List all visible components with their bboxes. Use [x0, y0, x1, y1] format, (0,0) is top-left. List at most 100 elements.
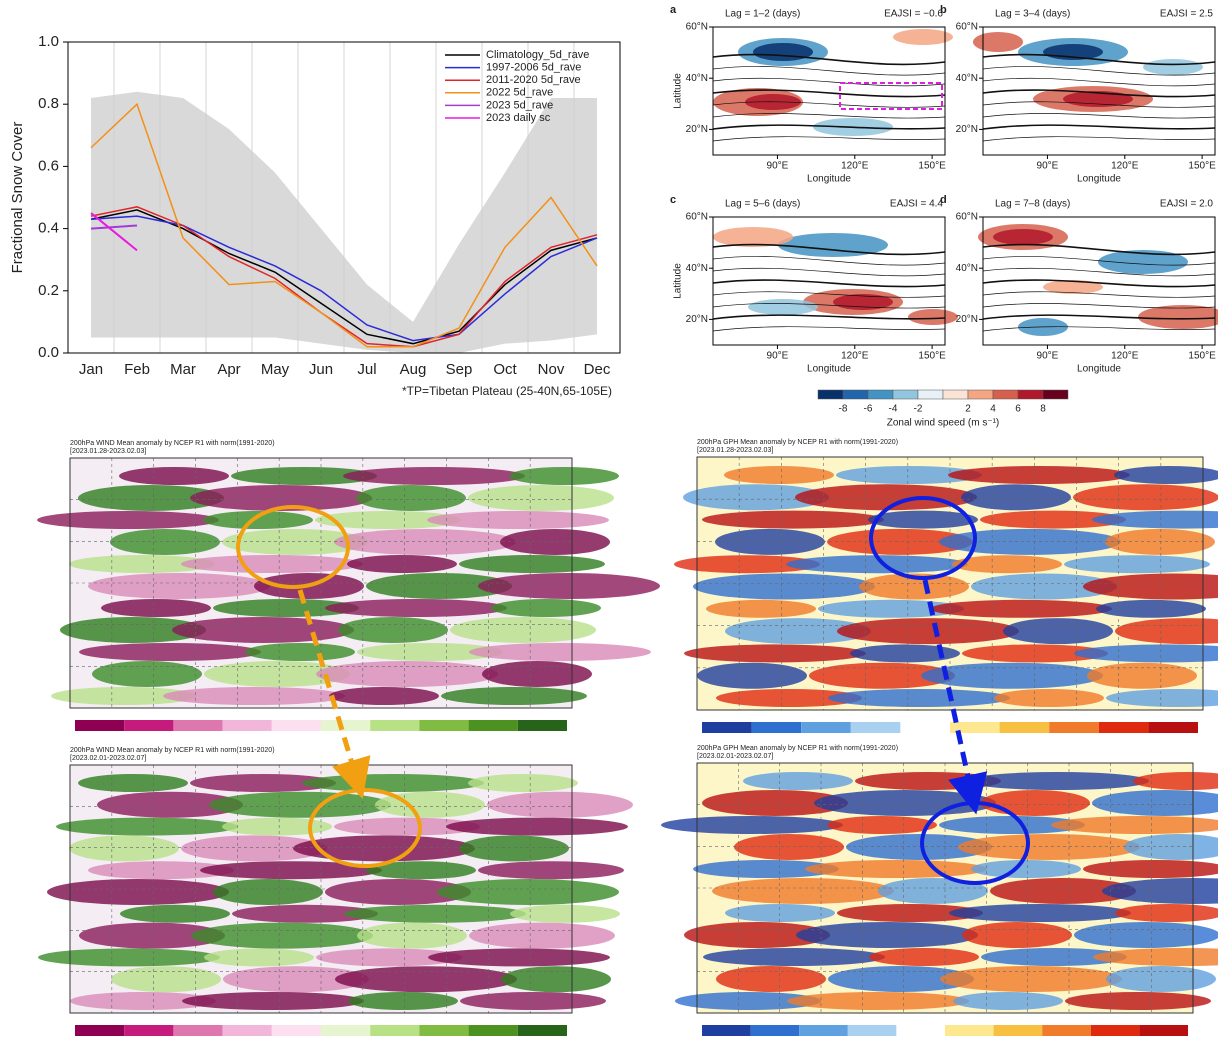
field-shade [805, 860, 987, 878]
field-shade [693, 860, 839, 878]
field-shade [827, 528, 973, 555]
field-shade [715, 528, 825, 555]
field-shade [702, 510, 884, 529]
x-tick-label: Jun [309, 361, 333, 378]
field-shade [181, 835, 327, 862]
field-shade [869, 948, 979, 966]
region-box [839, 82, 943, 110]
y-tick-label: 40°N [956, 263, 978, 274]
field-shade [684, 922, 830, 948]
contour [982, 124, 1216, 130]
colorbar-tick-label: -8 [839, 404, 848, 415]
legend-label: 1997-2006 5d_rave [486, 62, 581, 74]
field-shade [222, 529, 368, 555]
contour [982, 291, 1216, 298]
field-shade [878, 878, 988, 904]
map-frame [712, 26, 946, 156]
colorbar-box [942, 389, 969, 400]
field-shade [1087, 662, 1197, 689]
map-frame [712, 216, 946, 346]
field-shade [190, 774, 336, 792]
colorbar-box [271, 720, 321, 731]
field-shade [930, 599, 1112, 618]
panel-title: Lag = 5–6 (days) [725, 199, 800, 210]
y-tick-label: 40°N [686, 73, 708, 84]
contour [982, 314, 1216, 320]
field-shade [837, 904, 983, 922]
field-shade [734, 834, 844, 860]
field-shade [683, 484, 829, 511]
field-shade [334, 529, 516, 555]
y-tick-label: 0.4 [38, 220, 59, 237]
colorbar-box [370, 720, 420, 731]
anomaly-shade [753, 43, 813, 61]
field-shade [1096, 599, 1206, 618]
field-shade [69, 555, 215, 573]
colorbar-box [817, 389, 844, 400]
field-shade [38, 948, 220, 967]
field-shade [459, 555, 605, 573]
colorbar-box [702, 1025, 751, 1036]
x-tick-label: May [261, 361, 290, 378]
contour [712, 124, 946, 130]
contour [982, 101, 1216, 108]
field-frame [69, 457, 573, 709]
field-shade [441, 687, 587, 705]
field-shade [980, 510, 1126, 529]
field-shade [661, 816, 843, 834]
field-shade [702, 790, 848, 816]
field-shade [79, 643, 261, 661]
field-shade [213, 879, 323, 905]
field-shade [724, 466, 834, 484]
contour [712, 53, 946, 66]
field-shade [1073, 484, 1218, 511]
field-shade [79, 922, 225, 949]
colorbar-label: Zonal wind speed (m s⁻¹) [887, 418, 1000, 429]
colorbar-box [321, 1025, 371, 1036]
field-shade [92, 661, 202, 687]
field-shade [786, 555, 968, 574]
field-shade [315, 511, 461, 529]
colorbar-box [850, 722, 901, 733]
field-shade [1003, 618, 1113, 645]
field-shade [450, 617, 596, 643]
field-shade [795, 484, 977, 511]
field-shade [209, 791, 391, 818]
colorbar-box [124, 720, 174, 731]
field-shade [293, 835, 475, 862]
field-shade [60, 617, 206, 643]
field-shade [716, 689, 862, 707]
x-tick-label: 120°E [1111, 161, 1139, 172]
y-tick-label: 0.0 [38, 344, 59, 361]
field-shade [837, 618, 1019, 645]
colorbar-tick-label: -4 [889, 404, 898, 415]
field-shade [948, 466, 1130, 484]
field-shade [491, 599, 601, 617]
field-shade [971, 573, 1117, 600]
field-shade [37, 511, 219, 529]
contour [712, 113, 946, 119]
y-tick-label: 1.0 [38, 33, 59, 50]
colorbar-box [75, 1025, 125, 1036]
field-shade [1092, 510, 1218, 529]
field-shade [357, 922, 467, 949]
field-shade [743, 772, 853, 790]
field-shade [232, 904, 378, 923]
colorbar-tick-label: 2 [965, 404, 971, 415]
field-shade [846, 834, 992, 860]
field-shade [836, 466, 982, 484]
panel-letter: d [940, 194, 947, 206]
field-shade [509, 467, 619, 485]
map-panel [712, 216, 958, 346]
field-shade [460, 992, 606, 1010]
colorbar-box [75, 720, 125, 731]
field-shade [818, 599, 964, 618]
field-title: 200hPa GPH Mean anomaly by NCEP R1 with … [697, 439, 898, 446]
field-map [38, 764, 633, 1036]
x-tick-label: Jul [357, 361, 376, 378]
y-tick-label: 20°N [686, 314, 708, 325]
field-shade [921, 662, 1103, 689]
field-shade [962, 644, 1108, 663]
x-tick-label: 150°E [1188, 161, 1216, 172]
colorbar-box [992, 389, 1019, 400]
